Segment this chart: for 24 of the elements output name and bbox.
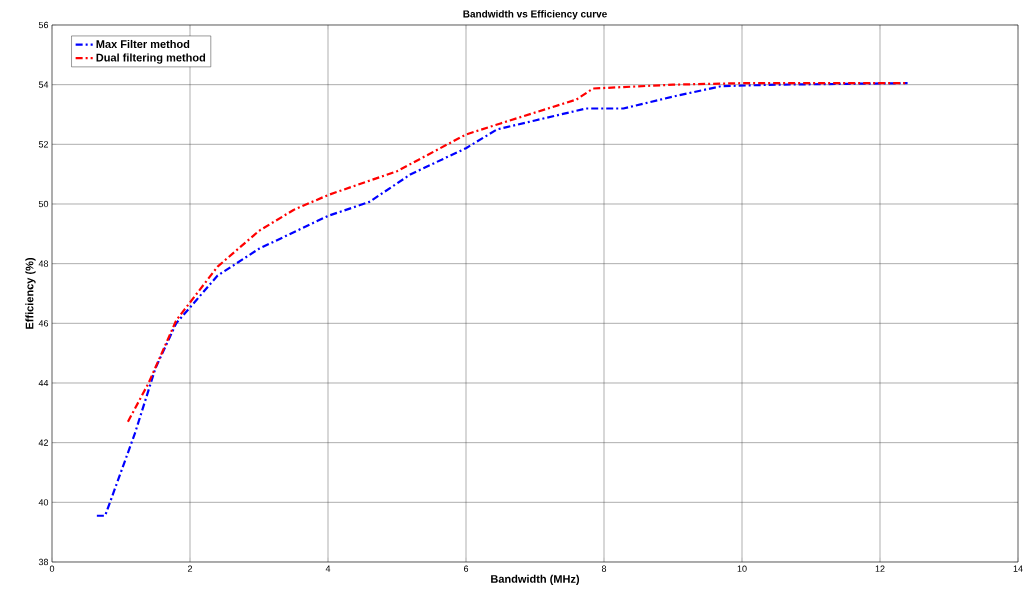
y-axis-title: Efficiency (%) [25, 257, 36, 329]
chart-title: Bandwidth vs Efficiency curve [463, 10, 607, 20]
y-tick-label: 46 [38, 320, 49, 327]
y-tick-label: 42 [38, 439, 49, 446]
x-axis-title: Bandwidth (MHz) [491, 574, 580, 585]
y-tick-label: 40 [38, 499, 49, 506]
legend-label: Max Filter method [96, 39, 190, 49]
x-tick-label: 0 [49, 565, 55, 572]
x-tick-label: 10 [737, 565, 747, 572]
legend-label: Dual filtering method [96, 53, 206, 64]
y-tick-label: 52 [38, 141, 49, 148]
x-tick-label: 8 [601, 565, 607, 572]
x-tick-label: 14 [1013, 565, 1023, 572]
x-tick-label: 4 [325, 565, 331, 572]
y-tick-label: 38 [38, 558, 49, 566]
y-tick-label: 48 [38, 260, 49, 267]
x-tick-label: 6 [463, 565, 469, 572]
x-tick-label: 2 [187, 565, 193, 572]
y-tick-label: 56 [38, 21, 49, 29]
y-tick-label: 44 [38, 379, 49, 387]
y-tick-label: 54 [38, 81, 49, 88]
y-tick-label: 50 [38, 200, 49, 208]
x-tick-label: 12 [875, 565, 885, 572]
line-series [95, 82, 909, 517]
